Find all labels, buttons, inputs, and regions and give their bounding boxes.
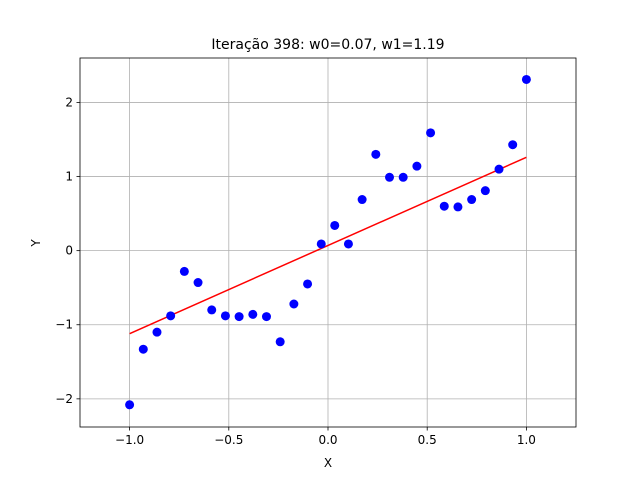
data-point bbox=[330, 220, 340, 230]
x-tick-label: −0.5 bbox=[214, 433, 243, 447]
data-point bbox=[343, 239, 353, 249]
data-point bbox=[207, 305, 217, 315]
data-point bbox=[275, 337, 285, 347]
data-point bbox=[426, 128, 436, 138]
data-point bbox=[289, 299, 299, 309]
data-point bbox=[316, 239, 326, 249]
regression-line bbox=[129, 156, 527, 335]
data-point bbox=[303, 279, 313, 289]
data-point bbox=[480, 186, 490, 196]
y-tick-label: −1 bbox=[55, 318, 73, 332]
y-tick-label: 1 bbox=[65, 170, 73, 184]
scatter-points bbox=[125, 74, 531, 410]
x-tick-label: −1.0 bbox=[115, 433, 144, 447]
data-point bbox=[138, 344, 148, 354]
chart-title: Iteração 398: w0=0.07, w1=1.19 bbox=[211, 37, 444, 53]
y-axis-label: Y bbox=[29, 239, 43, 248]
data-point bbox=[261, 312, 271, 322]
data-point bbox=[398, 172, 408, 182]
regression-line-layer bbox=[129, 156, 527, 335]
x-tick-label: 0.5 bbox=[418, 433, 437, 447]
data-point bbox=[234, 312, 244, 322]
x-tick-label: 0.0 bbox=[318, 433, 337, 447]
grid bbox=[80, 58, 576, 427]
y-tick-label: −2 bbox=[55, 392, 73, 406]
data-point bbox=[439, 201, 449, 211]
data-point bbox=[179, 266, 189, 276]
data-point bbox=[494, 164, 504, 174]
y-tick-label: 2 bbox=[65, 95, 73, 109]
x-axis-label: X bbox=[324, 456, 332, 470]
data-point bbox=[453, 202, 463, 212]
y-tick-label: 0 bbox=[65, 244, 73, 258]
data-point bbox=[385, 172, 395, 182]
data-point bbox=[508, 140, 518, 150]
data-point bbox=[193, 278, 203, 288]
data-point bbox=[152, 327, 162, 337]
data-point bbox=[521, 74, 531, 84]
data-point bbox=[220, 311, 230, 321]
data-point bbox=[125, 400, 135, 410]
data-point bbox=[357, 195, 367, 205]
data-point bbox=[371, 149, 381, 159]
x-tick-label: 1.0 bbox=[517, 433, 536, 447]
data-point bbox=[467, 195, 477, 205]
ticks: −1.0 −0.5 0.0 0.5 1.0 −2 −1 0 1 2 bbox=[55, 95, 536, 447]
data-point bbox=[166, 311, 176, 321]
data-point bbox=[248, 309, 258, 319]
data-point bbox=[412, 161, 422, 171]
